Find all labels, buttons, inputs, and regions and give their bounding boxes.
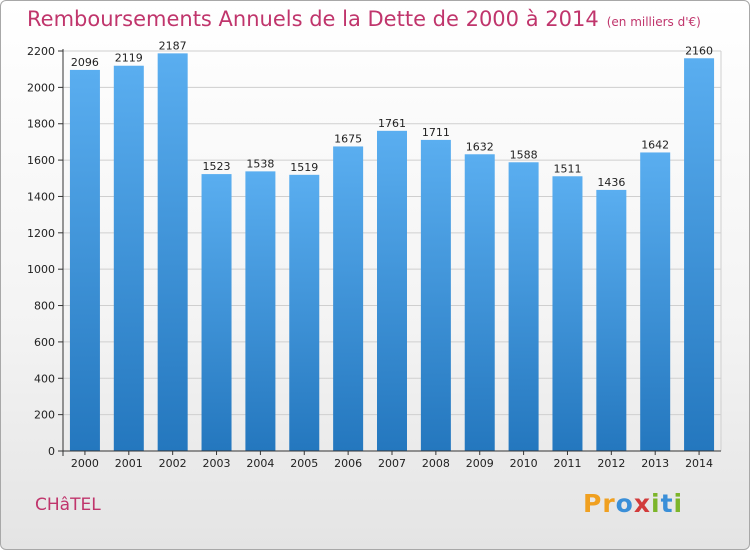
x-tick-label-2014: 2014 xyxy=(685,457,713,470)
value-label-2004: 1538 xyxy=(246,157,274,170)
bar-2010 xyxy=(508,162,539,452)
bars xyxy=(69,53,715,452)
bar-2009 xyxy=(464,154,495,452)
y-tick-label: 0 xyxy=(48,445,55,458)
x-tick-label-2002: 2002 xyxy=(159,457,187,470)
y-tick-label: 400 xyxy=(34,372,55,385)
chart-title: Remboursements Annuels de la Dette de 20… xyxy=(27,7,701,31)
chart-unit: (en milliers d'€) xyxy=(606,15,701,29)
x-tick-label-2011: 2011 xyxy=(553,457,581,470)
proxiti-logo: Proxiti xyxy=(583,489,683,518)
y-tick-label: 1600 xyxy=(27,154,55,167)
city-name: CHâTEL xyxy=(35,495,101,515)
logo-letter: i xyxy=(651,489,661,518)
value-label-2001: 2119 xyxy=(115,52,143,65)
logo-letter: t xyxy=(660,489,674,518)
x-tick-label-2010: 2010 xyxy=(510,457,538,470)
logo-letter: i xyxy=(673,489,684,518)
bar-2004 xyxy=(245,171,276,451)
bar-2007 xyxy=(377,130,407,451)
y-tick-label: 1200 xyxy=(27,227,55,240)
value-label-2009: 1632 xyxy=(466,140,494,153)
chart-title-text: Remboursements Annuels de la Dette de 20… xyxy=(27,7,599,31)
logo-letter: P xyxy=(583,489,603,518)
x-tick-label-2003: 2003 xyxy=(203,457,231,470)
x-tick-label-2004: 2004 xyxy=(246,457,274,470)
value-label-2006: 1675 xyxy=(334,132,362,145)
value-label-2005: 1519 xyxy=(290,161,318,174)
logo-letter: o xyxy=(615,489,634,518)
bar-2001 xyxy=(113,65,144,452)
value-label-2011: 1511 xyxy=(553,162,581,175)
x-tick-label-2006: 2006 xyxy=(334,457,362,470)
y-tick-label: 800 xyxy=(34,300,55,313)
value-label-2002: 2187 xyxy=(159,39,187,52)
y-tick-label: 1800 xyxy=(27,118,55,131)
data-labels: 2096 2119 2187 1523 1538 1519 1675 1761 1711 1632… xyxy=(71,39,713,189)
bar-2013 xyxy=(640,152,671,452)
y-tick-label: 600 xyxy=(34,336,55,349)
x-tick-label-2001: 2001 xyxy=(115,457,143,470)
bar-2006 xyxy=(333,146,364,452)
value-label-2007: 1761 xyxy=(378,117,406,130)
x-tick-label-2013: 2013 xyxy=(641,457,669,470)
y-tick-label: 1400 xyxy=(27,190,55,203)
bar-2014 xyxy=(684,58,715,451)
value-label-2010: 1588 xyxy=(510,148,538,161)
axes: 0 200 400 600 800 1000 1200 1400 1600 1800 2000 220… xyxy=(27,45,721,470)
x-tick-label-2009: 2009 xyxy=(466,457,494,470)
x-tick-label-2012: 2012 xyxy=(597,457,625,470)
bar-2012 xyxy=(596,189,627,451)
value-label-2012: 1436 xyxy=(597,176,625,189)
value-label-2000: 2096 xyxy=(71,56,99,69)
bar-2005 xyxy=(289,174,320,451)
bar-2011 xyxy=(552,176,583,452)
x-tick-label-2007: 2007 xyxy=(378,457,406,470)
logo-letter: r xyxy=(602,489,616,518)
bar-2002 xyxy=(157,53,188,451)
value-label-2008: 1711 xyxy=(422,126,450,139)
bar-2000 xyxy=(69,69,100,451)
y-tick-label: 2200 xyxy=(27,45,55,58)
bar-2008 xyxy=(420,139,451,451)
x-tick-label-2000: 2000 xyxy=(71,457,99,470)
bar-2003 xyxy=(201,174,232,451)
logo-letter: x xyxy=(633,489,651,518)
y-tick-label: 2000 xyxy=(27,81,55,94)
y-tick-label: 1000 xyxy=(27,263,55,276)
value-label-2003: 1523 xyxy=(203,160,231,173)
value-label-2013: 1642 xyxy=(641,138,669,151)
value-label-2014: 2160 xyxy=(685,44,713,57)
x-tick-label-2008: 2008 xyxy=(422,457,450,470)
x-tick-label-2005: 2005 xyxy=(290,457,318,470)
y-tick-label: 200 xyxy=(34,409,55,422)
